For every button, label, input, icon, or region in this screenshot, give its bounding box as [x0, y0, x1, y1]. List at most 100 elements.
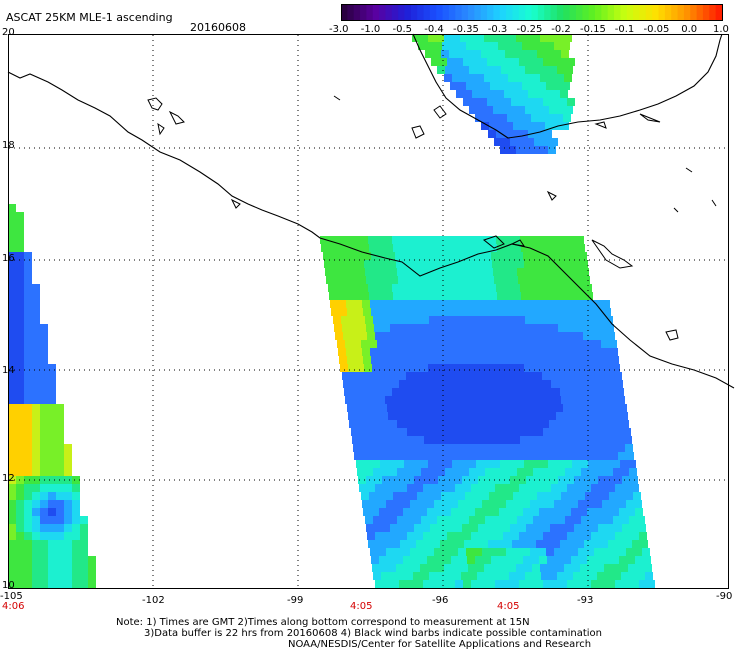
wind-cell: [621, 468, 629, 476]
wind-cell: [596, 364, 604, 372]
wind-cell: [366, 324, 374, 332]
wind-cell: [607, 380, 615, 388]
wind-cell: [424, 284, 432, 292]
wind-cell: [562, 348, 570, 356]
wind-cell: [536, 540, 544, 548]
wind-cell: [515, 404, 523, 412]
wind-cell: [509, 106, 517, 114]
wind-cell: [406, 372, 414, 380]
wind-cell: [556, 412, 564, 420]
wind-cell: [443, 252, 451, 260]
wind-cell: [64, 580, 72, 588]
wind-cell: [518, 372, 526, 380]
wind-cell: [599, 580, 607, 588]
wind-cell: [336, 284, 344, 292]
wind-cell: [24, 436, 32, 444]
wind-cell: [602, 452, 610, 460]
wind-cell: [490, 452, 498, 460]
wind-cell: [380, 412, 388, 420]
wind-cell: [545, 492, 553, 500]
wind-cell: [589, 316, 597, 324]
wind-cell: [525, 572, 533, 580]
wind-cell: [536, 236, 544, 244]
wind-cell: [584, 284, 592, 292]
wind-cell: [577, 396, 585, 404]
wind-cell: [379, 252, 387, 260]
wind-cell: [522, 42, 530, 50]
wind-cell: [623, 532, 631, 540]
wind-cell: [418, 452, 426, 460]
wind-cell: [533, 106, 541, 114]
wind-cell: [422, 524, 430, 532]
wind-cell: [483, 356, 491, 364]
wind-cell: [490, 82, 498, 90]
wind-cell: [393, 340, 401, 348]
wind-cell: [372, 564, 380, 572]
wind-cell: [497, 50, 505, 58]
wind-cell: [56, 556, 64, 564]
wind-cell: [395, 356, 403, 364]
wind-cell: [434, 500, 442, 508]
colorbar-swatch: [633, 5, 641, 20]
wind-cell: [370, 548, 378, 556]
colorbar-swatch: [341, 5, 348, 20]
wind-cell: [509, 268, 517, 276]
wind-cell: [453, 268, 461, 276]
wind-cell: [505, 396, 513, 404]
wind-cell: [32, 388, 40, 396]
wind-cell: [503, 532, 511, 540]
wind-cell: [72, 492, 80, 500]
colorbar-swatch: [639, 5, 647, 20]
wind-cell: [484, 564, 492, 572]
wind-cell: [382, 372, 390, 380]
wind-cell: [589, 468, 597, 476]
wind-cell: [441, 396, 449, 404]
wind-cell: [500, 146, 508, 154]
lat-label: 16: [2, 253, 15, 264]
colorbar-swatch: [595, 5, 602, 20]
wind-cell: [598, 476, 606, 484]
wind-cell: [496, 540, 504, 548]
wind-cell: [72, 532, 80, 540]
wind-cell: [551, 484, 559, 492]
wind-cell: [360, 388, 368, 396]
wind-cell: [625, 444, 633, 452]
wind-cell: [498, 42, 506, 50]
wind-cell: [458, 348, 466, 356]
wind-cell: [614, 524, 622, 532]
wind-cell: [478, 476, 486, 484]
wind-cell: [404, 460, 412, 468]
wind-cell: [495, 580, 503, 588]
wind-cell: [449, 292, 457, 300]
wind-cell: [64, 524, 72, 532]
wind-cell: [56, 548, 64, 556]
wind-cell: [456, 284, 464, 292]
wind-cell: [498, 300, 506, 308]
colorbar-swatch: [582, 5, 590, 20]
wind-cell: [8, 556, 16, 564]
wind-cell: [40, 532, 48, 540]
wind-cell: [504, 236, 512, 244]
wind-cell: [361, 340, 369, 348]
wind-cell: [487, 580, 495, 588]
wind-cell: [423, 332, 431, 340]
wind-cell: [575, 532, 583, 540]
wind-cell: [519, 580, 527, 588]
wind-cell: [456, 540, 464, 548]
wind-cell: [464, 436, 472, 444]
wind-cell: [557, 106, 565, 114]
wind-cell: [8, 564, 16, 572]
wind-cell: [377, 396, 385, 404]
wind-cell: [72, 556, 80, 564]
wind-cell: [48, 452, 56, 460]
wind-cell: [578, 548, 586, 556]
wind-cell: [439, 484, 447, 492]
wind-cell: [470, 372, 478, 380]
wind-cell: [64, 460, 72, 468]
wind-cell: [557, 420, 565, 428]
wind-cell: [399, 484, 407, 492]
wind-cell: [397, 468, 405, 476]
wind-cell: [417, 444, 425, 452]
wind-cell: [402, 452, 410, 460]
wind-cell: [16, 492, 24, 500]
